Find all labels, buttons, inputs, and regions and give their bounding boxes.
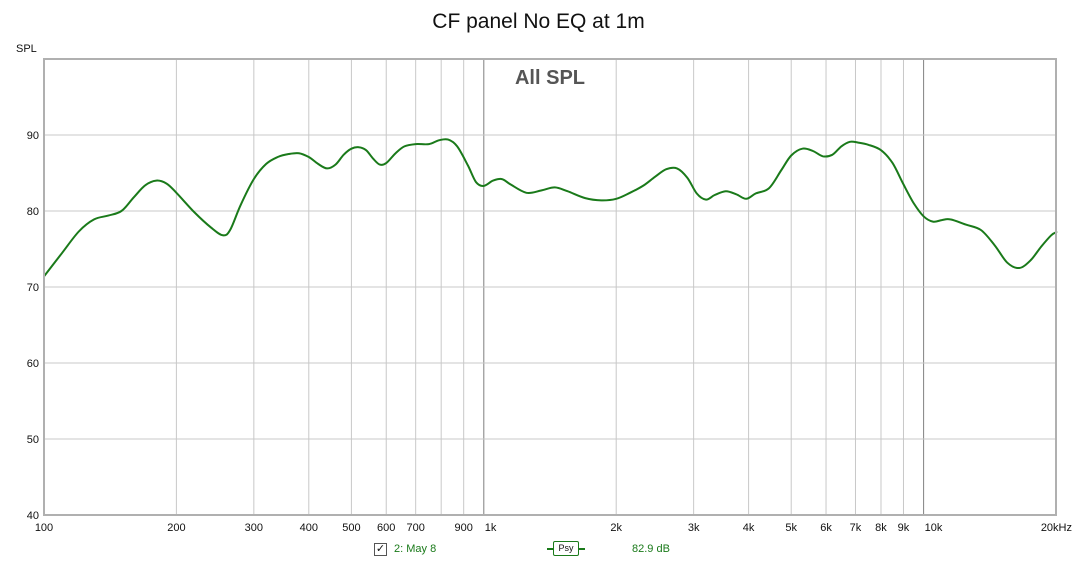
series-line-may-8 (43, 138, 1058, 278)
x-tick-label: 700 (406, 522, 424, 534)
x-tick-label: 1k (485, 522, 497, 534)
x-tick-label: 2k (610, 522, 622, 534)
tick-labels: 40 50 60 70 80 90 100 200 300 400 500 600 700 900 1k 2k… (27, 130, 1072, 534)
legend-level-value: 82.9 dB (632, 543, 670, 555)
chart-title: CF panel No EQ at 1m (432, 10, 645, 33)
x-tick-label: 100 (35, 522, 53, 534)
x-tick-label: 7k (850, 522, 862, 534)
legend-series-name[interactable]: 2: May 8 (394, 543, 437, 555)
x-tick-label: 8k (875, 522, 887, 534)
y-tick-label: 60 (27, 358, 39, 370)
plot-border (43, 58, 1057, 516)
x-tick-label: 5k (785, 522, 797, 534)
x-tick-label: 500 (342, 522, 360, 534)
y-axis-label: SPL (16, 43, 37, 55)
series-visibility-checkbox[interactable]: ✓ (374, 543, 387, 556)
x-tick-label: 4k (743, 522, 755, 534)
x-tick-label: 400 (300, 522, 318, 534)
x-tick-label: 3k (688, 522, 700, 534)
x-tick-label: 9k (898, 522, 910, 534)
y-tick-label: 50 (27, 434, 39, 446)
x-tick-label: 6k (820, 522, 832, 534)
x-tick-label: 20kHz (1041, 522, 1072, 534)
chart-annotation: All SPL (515, 67, 585, 89)
frequency-response-chart: 40 50 60 70 80 90 100 200 300 400 500 600 700 900 1k 2k… (16, 43, 1072, 534)
y-tick-label: 40 (27, 510, 39, 522)
x-tick-label: 600 (377, 522, 395, 534)
x-tick-label: 300 (245, 522, 263, 534)
x-tick-label: 200 (167, 522, 185, 534)
x-tick-label: 10k (925, 522, 943, 534)
psy-smoothing-badge: Psy (553, 541, 579, 556)
x-tick-label: 900 (454, 522, 472, 534)
y-tick-label: 90 (27, 130, 39, 142)
legend-line-swatch[interactable]: Psy (547, 541, 585, 557)
y-tick-label: 80 (27, 206, 39, 218)
y-tick-label: 70 (27, 282, 39, 294)
